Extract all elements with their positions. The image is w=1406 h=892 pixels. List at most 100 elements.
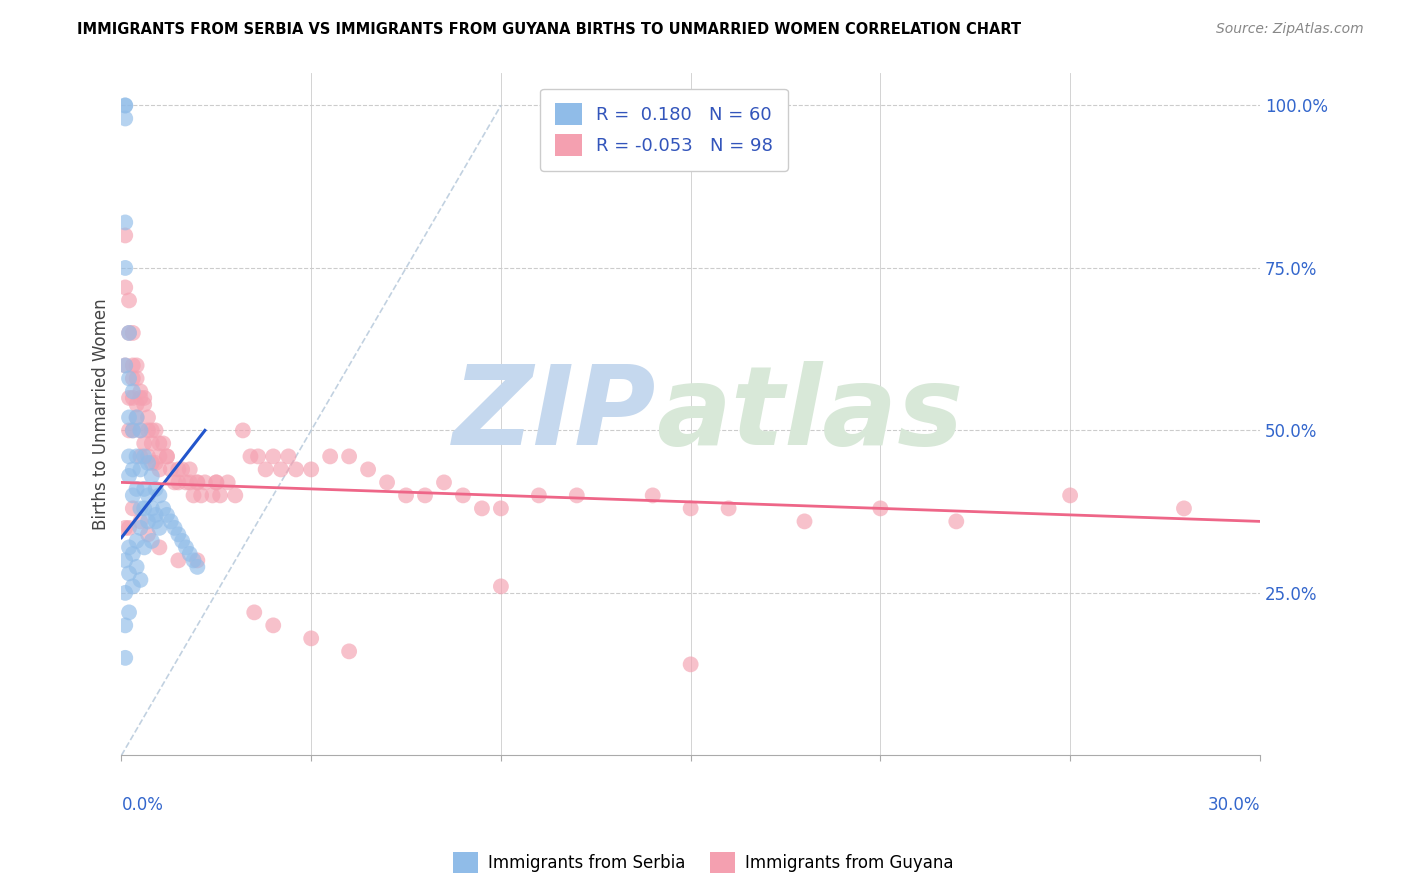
Point xyxy=(134,450,156,464)
Point xyxy=(134,501,156,516)
Point xyxy=(174,541,197,555)
Point xyxy=(148,436,170,450)
Point xyxy=(277,450,299,464)
Point xyxy=(565,488,588,502)
Point xyxy=(125,397,148,411)
Point xyxy=(136,515,159,529)
Point xyxy=(148,521,170,535)
Point xyxy=(121,424,143,438)
Point xyxy=(118,293,141,308)
Point xyxy=(205,475,228,490)
Point xyxy=(489,501,512,516)
Point xyxy=(134,436,156,450)
Point xyxy=(129,450,152,464)
Point xyxy=(217,475,239,490)
Point xyxy=(319,450,342,464)
Point xyxy=(337,450,360,464)
Point xyxy=(129,462,152,476)
Point xyxy=(152,436,174,450)
Point xyxy=(118,521,141,535)
Point xyxy=(114,260,136,275)
Point xyxy=(357,462,380,476)
Point xyxy=(136,424,159,438)
Point xyxy=(186,475,208,490)
Point xyxy=(141,456,163,470)
Point xyxy=(136,456,159,470)
Text: IMMIGRANTS FROM SERBIA VS IMMIGRANTS FROM GUYANA BIRTHS TO UNMARRIED WOMEN CORRE: IMMIGRANTS FROM SERBIA VS IMMIGRANTS FRO… xyxy=(77,22,1021,37)
Point xyxy=(141,501,163,516)
Point xyxy=(163,521,186,535)
Point xyxy=(129,501,152,516)
Point xyxy=(433,475,456,490)
Point xyxy=(262,450,284,464)
Point xyxy=(201,488,224,502)
Point xyxy=(141,469,163,483)
Point xyxy=(159,462,181,476)
Point xyxy=(129,391,152,405)
Point xyxy=(125,359,148,373)
Point xyxy=(118,469,141,483)
Point xyxy=(179,462,201,476)
Point xyxy=(172,533,194,548)
Point xyxy=(145,508,167,522)
Point xyxy=(121,391,143,405)
Point xyxy=(125,410,148,425)
Point xyxy=(1173,501,1195,516)
Point xyxy=(186,475,208,490)
Point xyxy=(489,579,512,593)
Point xyxy=(136,410,159,425)
Point xyxy=(118,371,141,385)
Point xyxy=(717,501,740,516)
Point xyxy=(114,553,136,567)
Point xyxy=(129,384,152,399)
Point xyxy=(527,488,550,502)
Point xyxy=(114,215,136,229)
Point xyxy=(136,488,159,502)
Point xyxy=(114,618,136,632)
Text: 30.0%: 30.0% xyxy=(1208,797,1260,814)
Point xyxy=(145,515,167,529)
Point xyxy=(121,501,143,516)
Point xyxy=(121,326,143,340)
Point xyxy=(413,488,436,502)
Point xyxy=(118,450,141,464)
Point xyxy=(141,533,163,548)
Point xyxy=(183,553,205,567)
Point xyxy=(179,547,201,561)
Point xyxy=(641,488,664,502)
Point xyxy=(136,450,159,464)
Point xyxy=(224,488,246,502)
Point xyxy=(262,618,284,632)
Point xyxy=(945,515,967,529)
Point xyxy=(451,488,474,502)
Point xyxy=(129,515,152,529)
Point xyxy=(118,424,141,438)
Point xyxy=(114,98,136,112)
Point xyxy=(254,462,277,476)
Point xyxy=(141,424,163,438)
Point xyxy=(247,450,270,464)
Point xyxy=(114,228,136,243)
Point xyxy=(125,560,148,574)
Point xyxy=(134,391,156,405)
Point xyxy=(239,450,262,464)
Point xyxy=(183,488,205,502)
Point xyxy=(186,560,208,574)
Legend: Immigrants from Serbia, Immigrants from Guyana: Immigrants from Serbia, Immigrants from … xyxy=(446,846,960,880)
Point xyxy=(141,436,163,450)
Point xyxy=(114,586,136,600)
Point xyxy=(114,98,136,112)
Point xyxy=(270,462,292,476)
Point xyxy=(285,462,308,476)
Point xyxy=(205,475,228,490)
Point xyxy=(159,515,181,529)
Point xyxy=(148,488,170,502)
Point xyxy=(114,651,136,665)
Point xyxy=(167,553,190,567)
Point xyxy=(179,475,201,490)
Text: atlas: atlas xyxy=(657,360,965,467)
Point xyxy=(152,501,174,516)
Point xyxy=(114,280,136,294)
Point xyxy=(121,371,143,385)
Point xyxy=(243,606,266,620)
